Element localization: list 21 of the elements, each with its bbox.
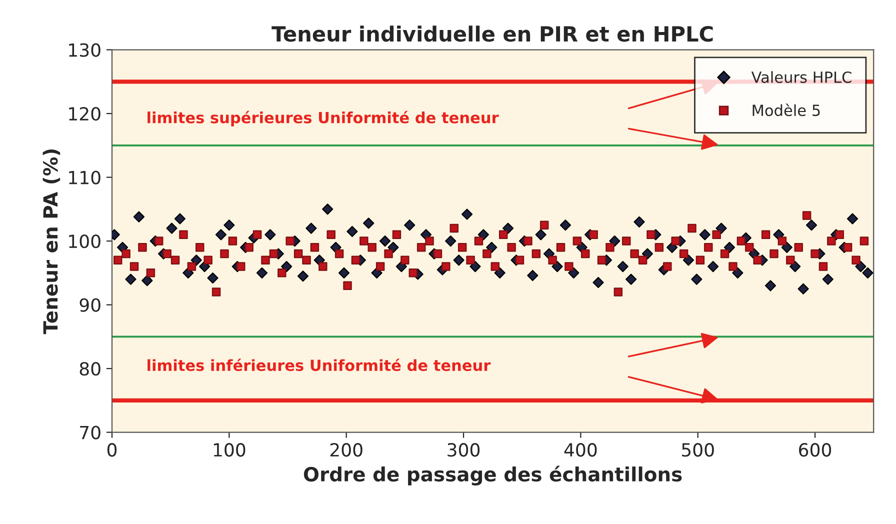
y-tick-label: 80 xyxy=(80,362,100,376)
x-tick-label: 200 xyxy=(330,443,362,457)
x-tick-label: 500 xyxy=(682,443,714,457)
annotation: limites inférieures Uniformité de teneur xyxy=(148,358,491,372)
y-tick-label: 110 xyxy=(69,170,100,184)
y-tick-label: 120 xyxy=(69,106,100,121)
legend-label: Modèle 5 xyxy=(752,104,820,116)
x-tick-label: 600 xyxy=(799,443,832,457)
y-tick-label: 70 xyxy=(80,426,100,440)
annotation: limites supérieures Uniformité de teneur xyxy=(148,110,499,126)
legend-label: Valeurs HPLC xyxy=(751,71,852,83)
y-tick-label: 100 xyxy=(69,234,100,248)
y-tick-label: 90 xyxy=(80,298,100,312)
y-axis-title: Teneur en PA (%) xyxy=(42,149,60,334)
x-axis-title: Ordre de passage des échantillons xyxy=(304,466,682,486)
x-tick-label: 100 xyxy=(214,443,246,457)
x-tick-label: 400 xyxy=(564,443,597,457)
x-tick-label: 0 xyxy=(107,443,117,457)
x-tick-label: 300 xyxy=(448,443,480,457)
y-tick-label: 130 xyxy=(69,43,100,57)
chart-title: Teneur individuelle en PIR et en HPLC xyxy=(272,26,713,42)
